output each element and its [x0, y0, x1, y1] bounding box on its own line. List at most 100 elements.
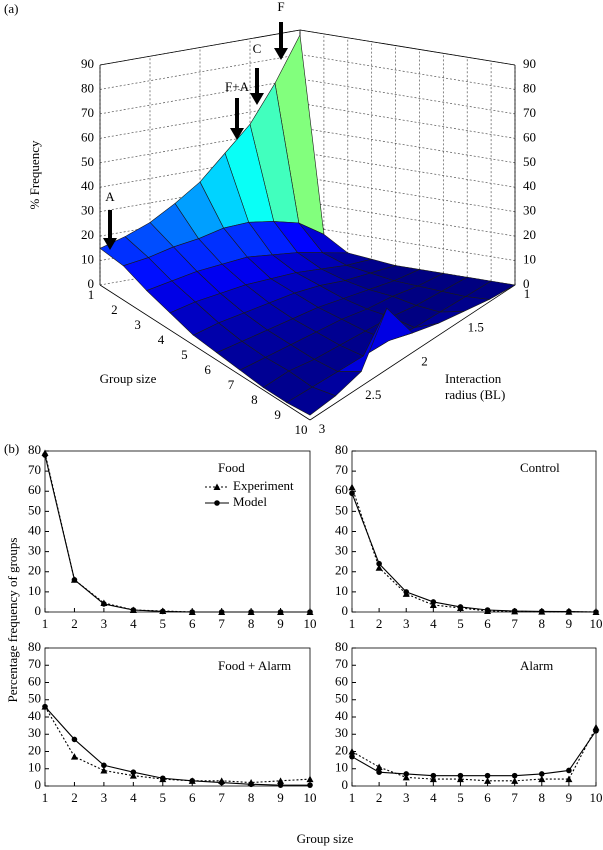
y-tick-label: 10 — [28, 583, 41, 598]
marker — [538, 608, 545, 615]
x-tick-label: 4 — [158, 332, 165, 347]
annotation: A — [105, 189, 115, 204]
marker — [403, 589, 410, 595]
z-tick-label: 10 — [523, 252, 536, 267]
y-tick-label: 30 — [335, 725, 348, 740]
x-tick-label: 2 — [71, 616, 78, 631]
y-tick-label: 80 — [335, 639, 348, 654]
marker — [42, 452, 48, 458]
z-axis-label: % Frequency — [27, 140, 42, 209]
x-tick-label: 2 — [111, 302, 118, 317]
series-line — [351, 487, 597, 613]
x-tick-label: 4 — [130, 616, 137, 631]
x-tick-label: 8 — [248, 616, 255, 631]
x-tick-label: 1 — [42, 790, 49, 805]
x-tick-label: 10 — [590, 790, 603, 805]
x-tick-label: 1 — [88, 287, 95, 302]
axis-line — [99, 29, 301, 66]
x-tick-label: 1 — [42, 616, 49, 631]
y-tick-label: 80 — [28, 639, 41, 654]
panel-title: Control — [520, 460, 560, 475]
marker — [511, 608, 518, 614]
series-line — [44, 706, 310, 786]
arrow-head — [103, 238, 117, 250]
axis-line — [309, 284, 516, 421]
marker — [277, 782, 284, 788]
panel-title: Food — [218, 460, 245, 475]
marker — [456, 775, 464, 783]
y-tick-label: 50 — [335, 502, 348, 517]
z-tick-label: 80 — [523, 80, 536, 95]
x-tick-label: 4 — [130, 790, 137, 805]
arrow-head — [274, 48, 288, 60]
x-axis-label: Group size — [297, 831, 354, 846]
y-tick-label: 60 — [335, 482, 348, 497]
grid-line — [299, 54, 516, 90]
x-tick-label: 10 — [590, 616, 603, 631]
z-tick-label: 90 — [523, 56, 536, 71]
marker — [593, 728, 599, 734]
x-tick-label: 2 — [376, 616, 383, 631]
label-line: radius (BL) — [445, 387, 505, 402]
x-tick-label: 10 — [295, 422, 308, 437]
y-axis-label: Percentage frequency of groups — [5, 538, 20, 703]
x-tick-label: 9 — [277, 616, 284, 631]
marker — [349, 490, 355, 497]
x-tick-label: 5 — [160, 790, 167, 805]
z-tick-label: 60 — [81, 129, 94, 144]
x-axis-label: Group size — [100, 371, 157, 386]
y-tick-label: 50 — [335, 691, 348, 706]
marker — [71, 577, 78, 583]
marker — [376, 769, 382, 775]
marker — [130, 607, 137, 613]
y-tick-label: 30 — [28, 725, 41, 740]
z-tick-label: 70 — [81, 105, 94, 120]
plot-frame — [351, 647, 597, 787]
grid-line — [99, 54, 301, 90]
y-tick-label: 30 — [28, 543, 41, 558]
marker — [403, 771, 410, 777]
marker — [484, 777, 492, 784]
panel-title: Alarm — [520, 658, 553, 673]
x-tick-label: 5 — [160, 616, 167, 631]
z-tick-label: 10 — [81, 252, 94, 267]
marker — [189, 609, 196, 615]
marker — [457, 772, 464, 779]
series-line — [351, 493, 597, 613]
arrow-head — [230, 128, 244, 140]
y-tick-label: 20 — [335, 563, 348, 578]
x-tick-label: 10 — [304, 790, 317, 805]
marker — [189, 778, 196, 784]
marker — [429, 775, 437, 783]
x-tick-label: 6 — [484, 790, 491, 805]
x-tick-label: 6 — [204, 362, 211, 377]
x-tick-label: 6 — [484, 616, 491, 631]
marker — [248, 609, 254, 615]
marker — [159, 775, 166, 782]
legend-label: Model — [233, 494, 267, 509]
y-tick-label: 0 — [342, 777, 349, 792]
y-tick-label: 1 — [524, 286, 531, 301]
marker — [159, 608, 166, 615]
marker — [511, 777, 519, 784]
grid-line — [99, 78, 301, 115]
marker — [349, 753, 355, 760]
series-line — [351, 730, 597, 777]
marker — [593, 609, 599, 615]
y-tick-label: 50 — [28, 691, 41, 706]
marker — [484, 772, 491, 779]
y-tick-label: 10 — [335, 760, 348, 775]
surface-patch — [286, 386, 337, 416]
panel-title: Food + Alarm — [218, 658, 291, 673]
y-tick-label: 50 — [28, 502, 41, 517]
y-tick-label: 2.5 — [365, 387, 381, 402]
marker — [306, 775, 314, 783]
marker — [100, 766, 108, 774]
z-tick-label: 80 — [81, 80, 94, 95]
grid-line — [299, 102, 516, 139]
annotation: C — [253, 41, 262, 56]
x-tick-label: 8 — [539, 616, 546, 631]
y-tick-label: 70 — [335, 656, 348, 671]
z-tick-label: 60 — [523, 129, 536, 144]
z-tick-label: 50 — [81, 154, 94, 169]
